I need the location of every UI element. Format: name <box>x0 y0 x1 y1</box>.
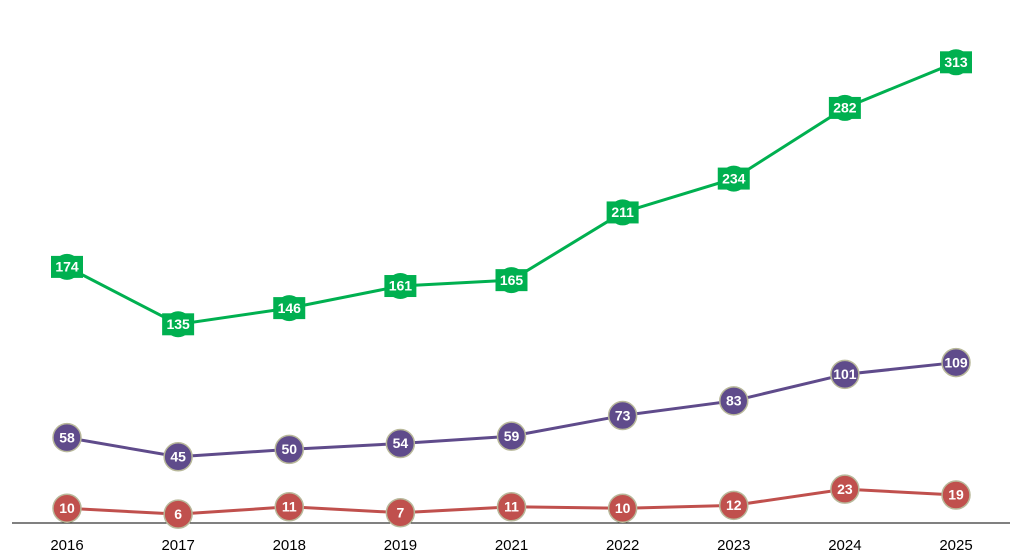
marker <box>163 499 193 529</box>
data-label: 10 <box>615 500 631 516</box>
data-label: 313 <box>944 54 968 70</box>
data-label: 211 <box>611 204 634 220</box>
marker <box>273 297 306 320</box>
x-tick-label: 2023 <box>717 537 750 554</box>
data-label: 83 <box>726 393 742 409</box>
data-label: 10 <box>59 500 75 516</box>
data-label: 19 <box>948 487 964 503</box>
marker <box>828 96 861 119</box>
marker <box>606 201 639 224</box>
data-label: 12 <box>726 497 742 513</box>
data-label: 59 <box>504 428 520 444</box>
marker <box>830 474 860 504</box>
data-label: 174 <box>55 259 79 275</box>
marker <box>274 492 304 522</box>
data-label: 161 <box>389 278 413 294</box>
data-label: 11 <box>282 499 297 515</box>
marker <box>496 492 527 522</box>
marker <box>941 347 971 378</box>
data-label: 234 <box>722 170 746 186</box>
marker <box>52 422 82 453</box>
x-tick-label: 2022 <box>606 537 639 554</box>
marker <box>940 51 972 74</box>
marker <box>496 421 527 451</box>
data-label: 73 <box>615 407 631 423</box>
marker <box>163 442 193 472</box>
x-tick-label: 2018 <box>273 537 306 554</box>
marker <box>607 400 638 431</box>
data-label: 7 <box>396 504 404 520</box>
marker <box>719 386 749 416</box>
data-label: 45 <box>170 448 186 464</box>
marker <box>51 255 83 278</box>
data-label: 135 <box>166 316 190 332</box>
x-tick-label: 2024 <box>828 537 861 554</box>
data-label: 146 <box>278 300 302 316</box>
x-tick-label: 2021 <box>495 537 528 554</box>
data-label: 23 <box>837 481 853 497</box>
data-label: 54 <box>393 435 409 451</box>
marker <box>941 480 971 510</box>
x-tick-label: 2019 <box>384 537 417 554</box>
data-label: 11 <box>504 499 519 515</box>
marker <box>274 434 304 465</box>
marker <box>162 313 195 336</box>
data-label: 50 <box>281 441 297 457</box>
marker <box>385 497 416 528</box>
x-tick-label: 2025 <box>939 537 972 554</box>
data-label: 109 <box>944 354 968 370</box>
marker <box>495 269 528 292</box>
marker <box>717 167 750 190</box>
marker <box>830 359 860 390</box>
marker <box>52 493 82 524</box>
marker <box>385 428 416 459</box>
x-tick-label: 2016 <box>50 537 83 554</box>
marker <box>719 490 749 521</box>
data-label: 165 <box>500 272 524 288</box>
x-tick-label: 2017 <box>161 537 194 554</box>
marker <box>384 275 417 298</box>
marker <box>607 493 638 524</box>
data-label: 282 <box>833 100 857 116</box>
data-label: 101 <box>833 366 857 382</box>
data-label: 58 <box>59 429 75 445</box>
data-label: 6 <box>174 506 182 522</box>
